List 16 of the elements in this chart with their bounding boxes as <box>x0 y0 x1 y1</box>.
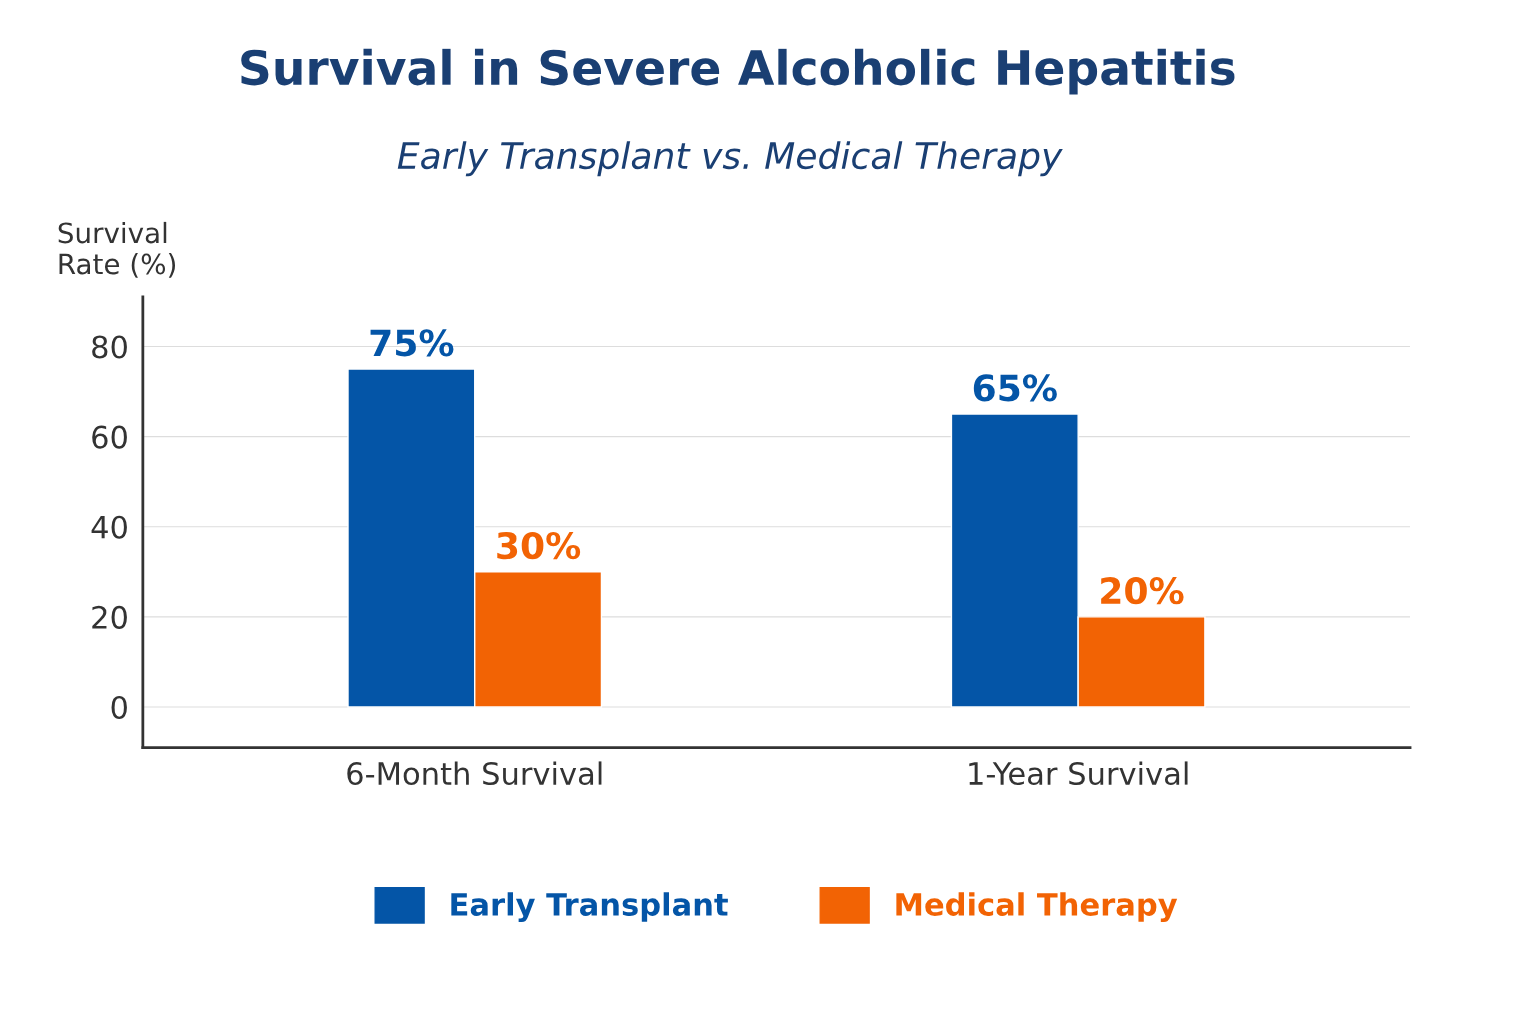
y-tick-label: 40 <box>91 515 127 539</box>
data-label: 65% <box>973 374 1057 402</box>
data-label: 75% <box>370 329 454 357</box>
legend-label: Medical Therapy <box>896 892 1178 923</box>
y-tick-label: 60 <box>92 425 127 449</box>
y-tick-label: 80 <box>92 335 127 359</box>
x-tick-label: 1-Year Survival <box>969 761 1188 786</box>
chart-subtitle: Early Transplant vs. Medical Therapy <box>397 141 1063 177</box>
legend-label: Early Transplant <box>451 892 728 923</box>
data-label: 30% <box>497 531 581 560</box>
x-tick-label: 6-Month Survival <box>347 761 602 786</box>
y-tick-label: 0 <box>111 695 127 720</box>
data-label: 20% <box>1101 576 1184 605</box>
chart-title: Survival in Severe Alcoholic Hepatitis <box>241 48 1235 95</box>
y-tick-label: 20 <box>92 605 127 629</box>
y-axis-title: Survival Rate (%) <box>58 221 176 278</box>
